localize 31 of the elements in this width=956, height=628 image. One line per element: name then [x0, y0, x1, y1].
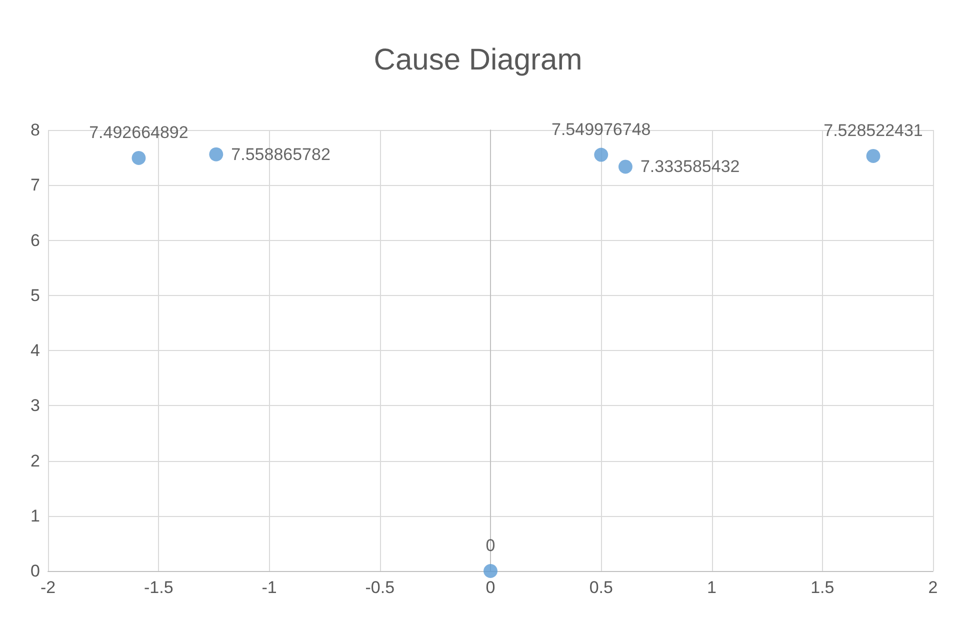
- chart-title: Cause Diagram: [374, 44, 582, 76]
- point: [484, 564, 498, 578]
- y-tick-label: 7: [30, 176, 40, 195]
- x-tick-label: 0.5: [589, 578, 613, 597]
- y-tick-label: 0: [30, 562, 40, 580]
- point: [209, 147, 224, 162]
- y-tick-label: 2: [30, 451, 40, 470]
- x-tick-label: 1.5: [810, 578, 834, 597]
- y-tick-label: 5: [30, 286, 40, 305]
- data-label: 7.492664892: [89, 122, 188, 142]
- x-tick-label: 0: [486, 578, 496, 597]
- x-tick-label: -1: [262, 578, 277, 597]
- x-tick-label: -0.5: [365, 578, 395, 597]
- point: [132, 150, 146, 165]
- data-label: 7.333585432: [640, 157, 740, 176]
- point: [618, 160, 632, 174]
- data-label: 7.549976748: [551, 120, 651, 139]
- y-tick-label: 4: [30, 341, 40, 360]
- data-label: 7.528522431: [824, 120, 923, 140]
- y-tick-label: 6: [30, 230, 40, 250]
- point: [594, 148, 608, 162]
- data-label: 0: [486, 536, 496, 555]
- x-tick-label: -1.5: [144, 578, 174, 597]
- point: [866, 148, 880, 163]
- x-tick-label: 2: [928, 578, 938, 597]
- y-tick-label: 1: [30, 506, 40, 526]
- data-label: 7.558865782: [231, 144, 330, 164]
- x-tick-label: 1: [707, 578, 716, 597]
- y-tick-label: 8: [30, 120, 40, 140]
- y-tick-label: 3: [30, 396, 40, 416]
- x-tick-label: -2: [40, 578, 56, 597]
